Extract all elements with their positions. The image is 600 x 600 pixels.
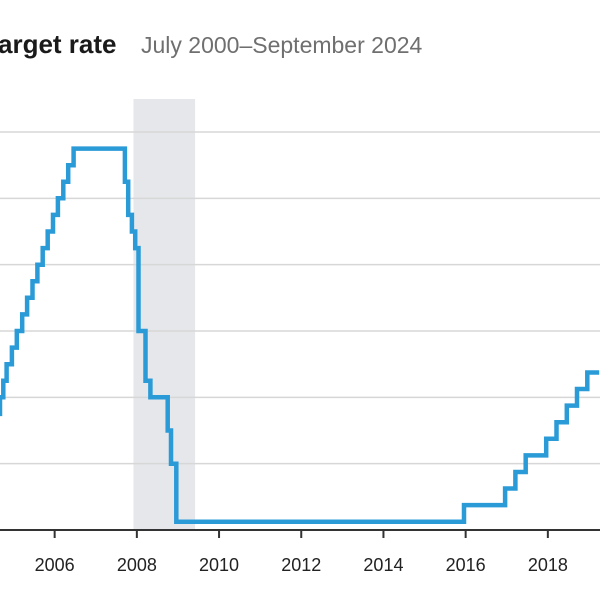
x-tick-label: 2016: [446, 555, 486, 575]
gridlines: [0, 131, 600, 531]
x-tick-label: 2006: [35, 555, 75, 575]
recession-shading: [133, 99, 196, 530]
x-tick-label: 2014: [363, 555, 403, 575]
chart-title: arget rate: [0, 29, 117, 59]
target-rate-line: [0, 146, 600, 524]
x-tick-label: 2018: [528, 555, 568, 575]
x-axis: 2006 2008 2010 2012 2014 2016 2018: [35, 530, 568, 575]
x-tick-label: 2012: [281, 555, 321, 575]
x-tick-label: 2008: [117, 555, 157, 575]
x-tick-label: 2010: [199, 555, 239, 575]
chart-subtitle: July 2000–September 2024: [141, 32, 423, 58]
